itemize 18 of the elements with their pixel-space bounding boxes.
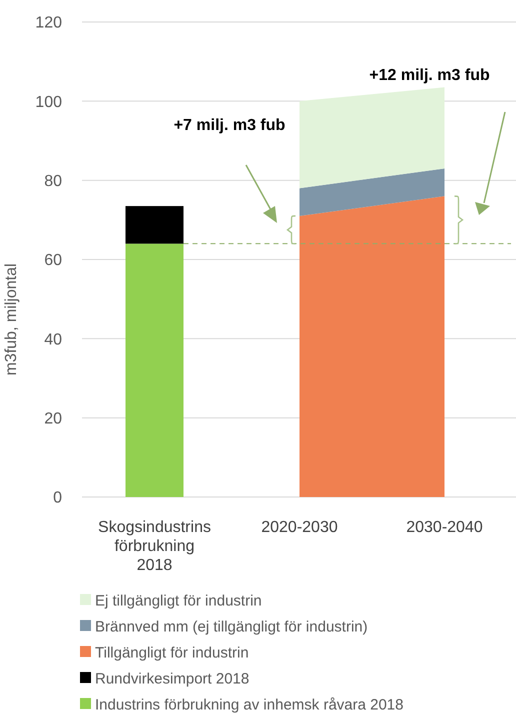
x-tick-label: 2020-2030	[261, 519, 338, 536]
y-tick-label: 60	[44, 252, 62, 270]
y-axis-title: m3fub, miljontal	[3, 263, 20, 376]
legend-label: Rundvirkesimport 2018	[95, 670, 250, 688]
x-tick-label: 2030-2040	[406, 519, 483, 536]
y-tick-label: 20	[44, 410, 62, 428]
legend-label: Tillgängligt för industrin	[95, 644, 249, 662]
legend-label: Brännved mm (ej tillgängligt för industrin)	[95, 618, 368, 636]
annotation: +7 milj. m3 fub	[174, 117, 286, 134]
annotation: +12 milj. m3 fub	[369, 67, 490, 84]
y-tick-label: 40	[44, 331, 62, 348]
y-tick-label: 80	[44, 172, 62, 190]
legend-label: Industrins förbrukning av inhemsk råvara 2018	[95, 696, 404, 714]
y-tick-label: 120	[35, 14, 62, 32]
y-tick-label: 100	[35, 94, 62, 111]
y-tick-label: 0	[53, 490, 62, 507]
legend-label: Ej tillgängligt för industrin	[95, 592, 262, 610]
x-tick-label: Skogsindustrins förbrukning 2018	[98, 519, 211, 574]
